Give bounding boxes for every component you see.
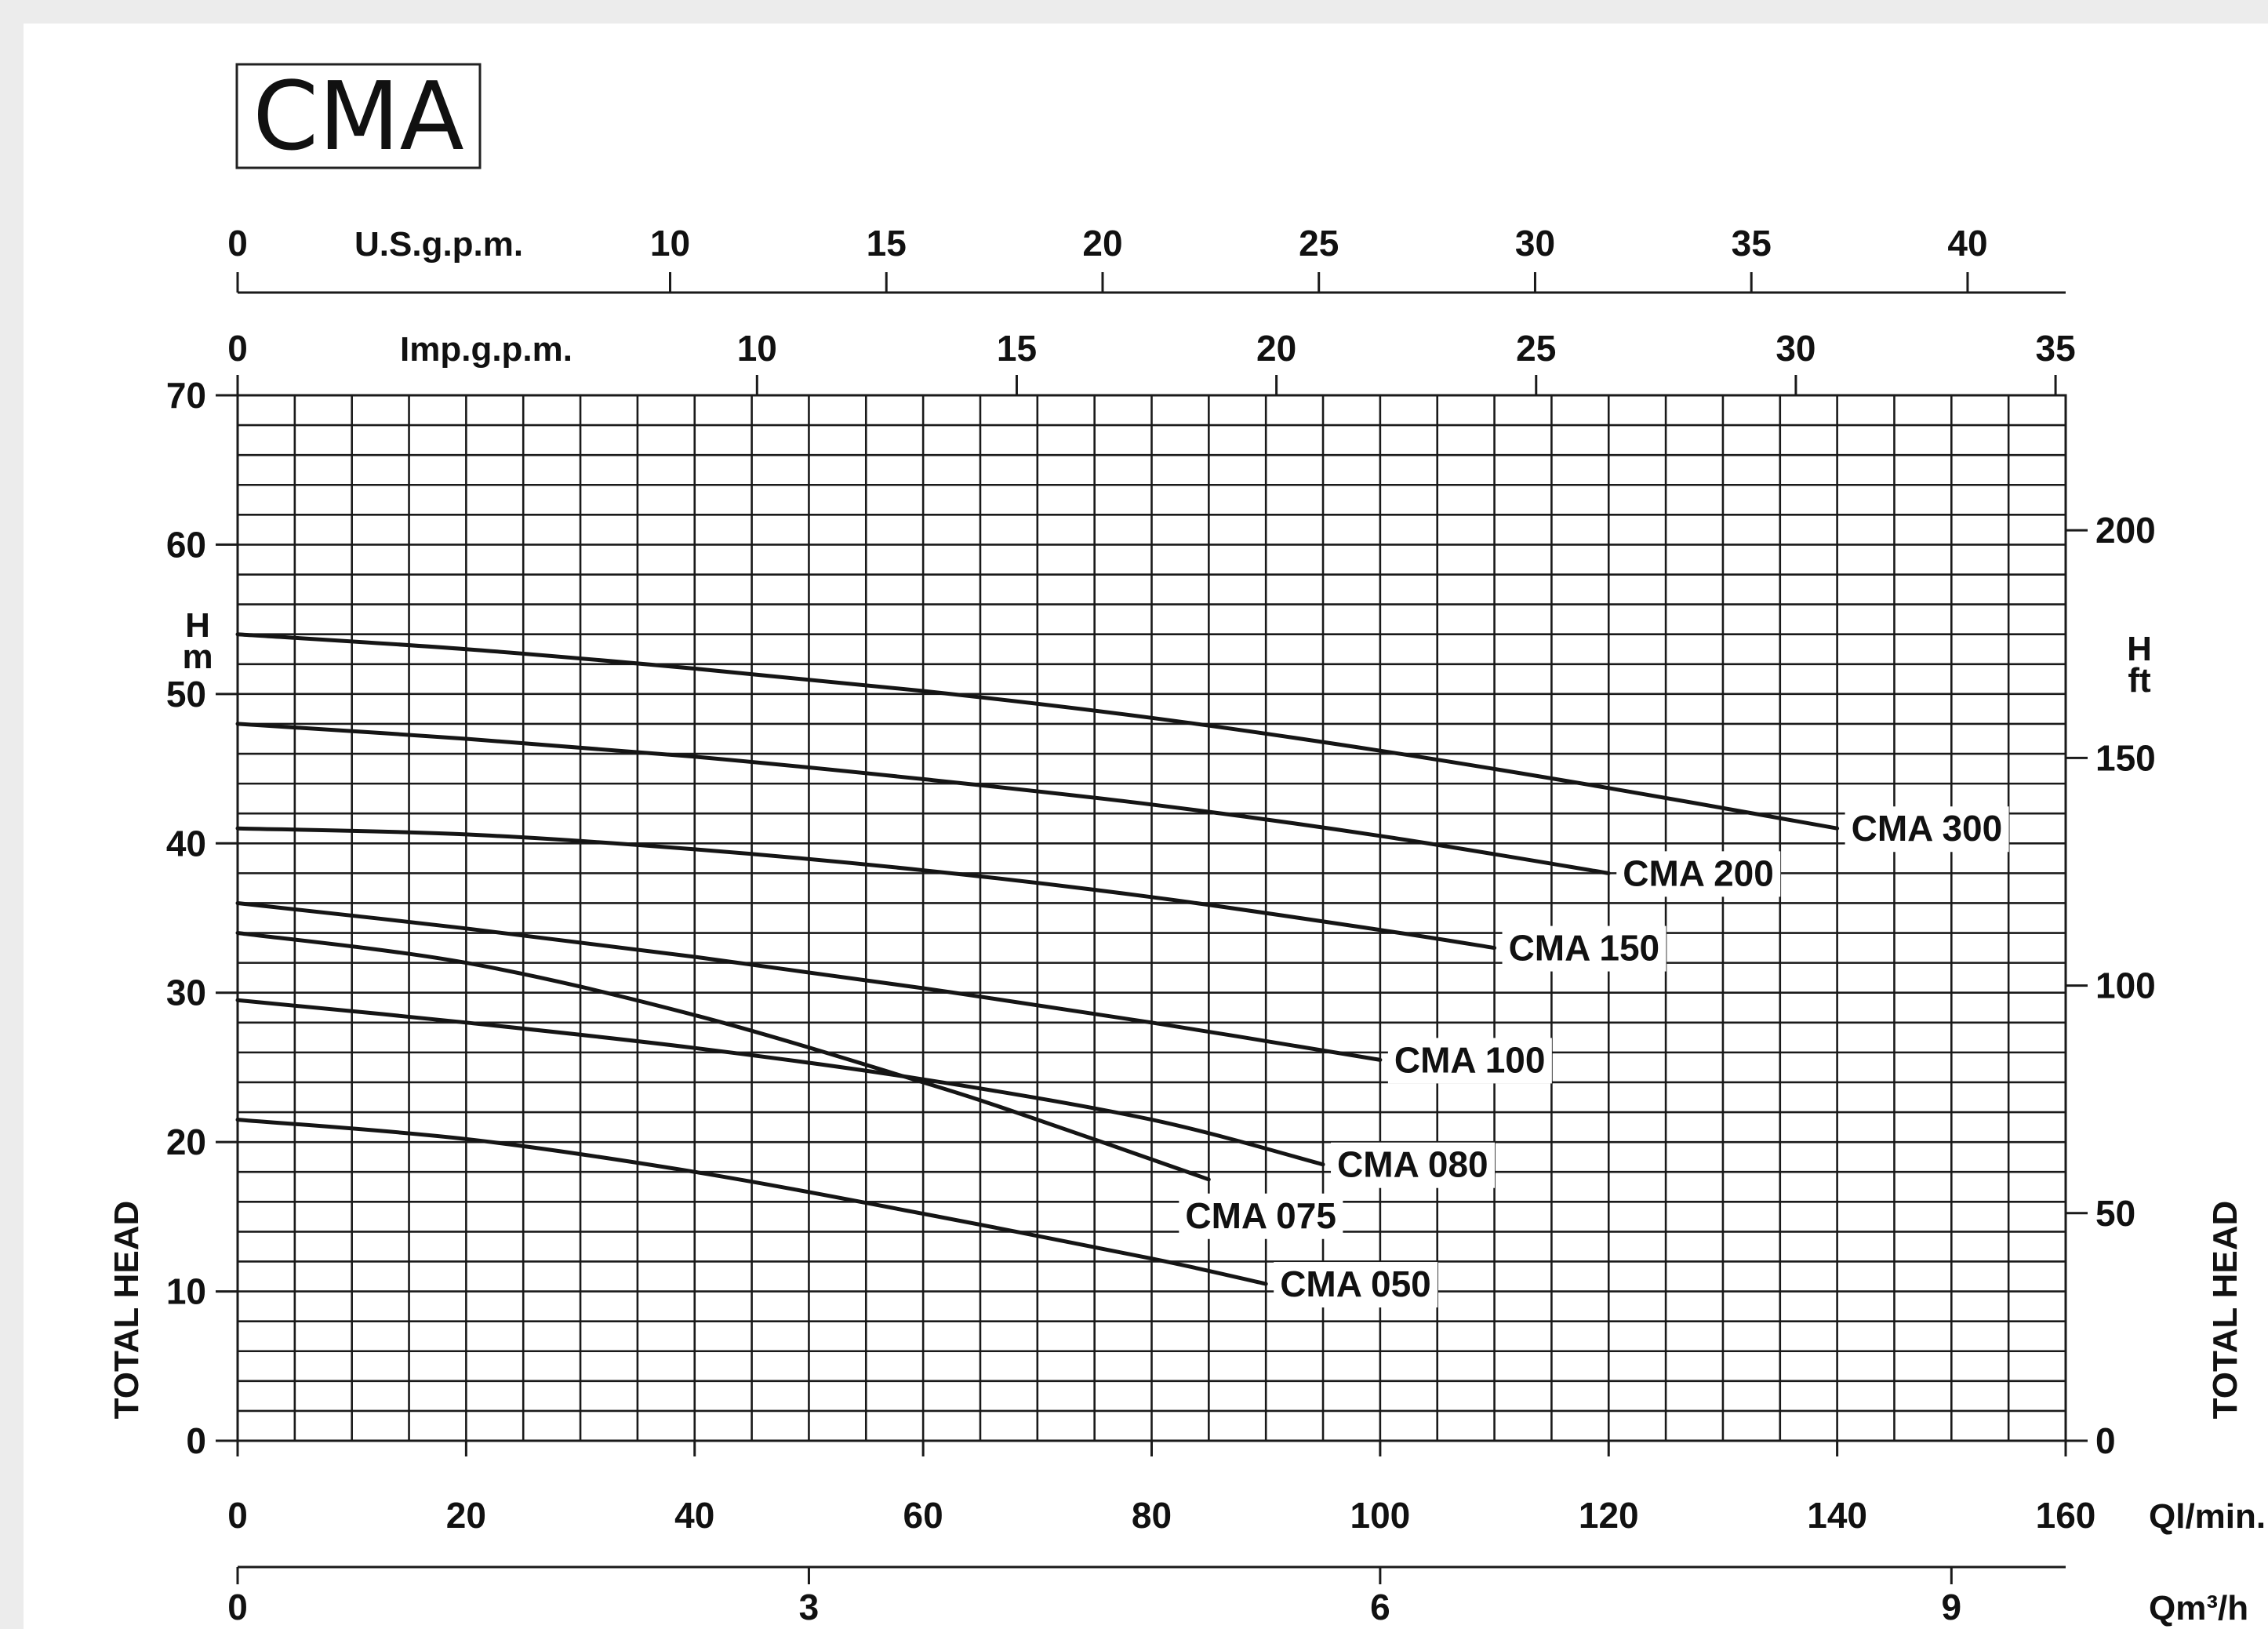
qm3-tick-label: 3 — [799, 1587, 820, 1627]
curve-label-cma-300: CMA 300 — [1852, 808, 2003, 849]
qm3-tick-label: 6 — [1370, 1587, 1390, 1627]
curve-cma-080 — [235, 998, 1325, 1167]
impgpm-tick-label: 0 — [227, 328, 248, 369]
left-tick-label: 70 — [166, 375, 206, 416]
curve-label-background — [1331, 1142, 1496, 1188]
curve-cma-300 — [235, 632, 1840, 831]
title-box — [235, 63, 482, 169]
usgpm-tick-label: 35 — [1732, 223, 1772, 264]
bottom-unit-label: Ql/min. — [2149, 1497, 2266, 1536]
usgpm-tick-label: 15 — [867, 223, 907, 264]
bottom-tick-label: 40 — [674, 1495, 714, 1536]
curves — [235, 632, 1840, 1286]
bottom-tick-label: 80 — [1132, 1495, 1172, 1536]
curve-label-background — [1179, 1193, 1343, 1239]
left-tick-label: 60 — [166, 524, 206, 565]
curve-label-background — [1502, 925, 1666, 972]
right-tick-label: 150 — [2095, 737, 2156, 778]
curve-label-background — [1274, 1262, 1438, 1308]
left-tick-label: 20 — [166, 1122, 206, 1162]
y-axis-title-right: TOTAL HEAD — [2206, 1201, 2244, 1420]
curve-cma-100 — [235, 901, 1383, 1062]
left-unit-label: m — [182, 638, 213, 676]
left-tick-label: 10 — [166, 1271, 206, 1312]
right-unit-label: H — [2127, 630, 2152, 668]
usgpm-tick-label: 40 — [1947, 223, 1987, 264]
curve-label-cma-075: CMA 075 — [1185, 1195, 1336, 1236]
qm3-unit-label: Qm³/h — [2149, 1589, 2248, 1627]
left-unit-label: H — [185, 606, 210, 645]
impgpm-tick-label: 10 — [737, 328, 777, 369]
curve-label-background — [1616, 851, 1781, 897]
grid — [236, 394, 2067, 1442]
curve-cma-200 — [235, 722, 1611, 875]
y-axis-title: TOTAL HEAD — [107, 1201, 146, 1420]
bottom-tick-label: 60 — [903, 1495, 943, 1536]
left-tick-label: 40 — [166, 823, 206, 864]
impgpm-tick-label: 15 — [997, 328, 1037, 369]
curve-cma-050 — [235, 1118, 1268, 1286]
bottom-tick-label: 0 — [227, 1495, 248, 1536]
left-tick-label: 50 — [166, 674, 206, 715]
curve-cma-150 — [235, 826, 1497, 951]
usgpm-tick-label: 0 — [227, 223, 248, 264]
curve-label-background — [1387, 1038, 1552, 1084]
impgpm-tick-label: 35 — [2035, 328, 2075, 369]
bottom-tick-label: 120 — [1579, 1495, 1639, 1536]
chart-title: CMA — [253, 63, 463, 172]
right-unit-label: ft — [2128, 661, 2151, 700]
usgpm-unit-label: U.S.g.p.m. — [354, 225, 523, 264]
right-tick-label: 200 — [2095, 510, 2156, 551]
right-tick-label: 0 — [2095, 1420, 2116, 1461]
curve-label-background — [1845, 806, 2009, 853]
curve-label-cma-150: CMA 150 — [1509, 928, 1660, 969]
impgpm-tick-label: 30 — [1776, 328, 1815, 369]
bottom-tick-label: 140 — [1807, 1495, 1867, 1536]
curve-label-cma-080: CMA 080 — [1337, 1144, 1488, 1185]
curve-cma-075 — [235, 931, 1211, 1182]
usgpm-tick-label: 25 — [1299, 223, 1339, 264]
bottom-tick-label: 100 — [1350, 1495, 1411, 1536]
curve-label-cma-050: CMA 050 — [1280, 1264, 1431, 1304]
curve-label-cma-100: CMA 100 — [1394, 1039, 1546, 1080]
impgpm-tick-label: 25 — [1516, 328, 1556, 369]
left-tick-label: 0 — [186, 1420, 206, 1461]
usgpm-tick-label: 10 — [650, 223, 690, 264]
usgpm-tick-label: 20 — [1082, 223, 1122, 264]
bottom-tick-label: 20 — [446, 1495, 486, 1536]
bottom-tick-label: 160 — [2036, 1495, 2096, 1536]
left-tick-label: 30 — [166, 973, 206, 1013]
impgpm-tick-label: 20 — [1256, 328, 1296, 369]
usgpm-tick-label: 30 — [1515, 223, 1555, 264]
impgpm-unit-label: Imp.g.p.m. — [400, 330, 572, 369]
right-tick-label: 100 — [2095, 965, 2156, 1006]
curve-label-cma-200: CMA 200 — [1623, 853, 1774, 893]
qm3-tick-label: 9 — [1942, 1587, 1962, 1627]
qm3-tick-label: 0 — [227, 1587, 248, 1627]
right-tick-label: 50 — [2095, 1193, 2135, 1234]
